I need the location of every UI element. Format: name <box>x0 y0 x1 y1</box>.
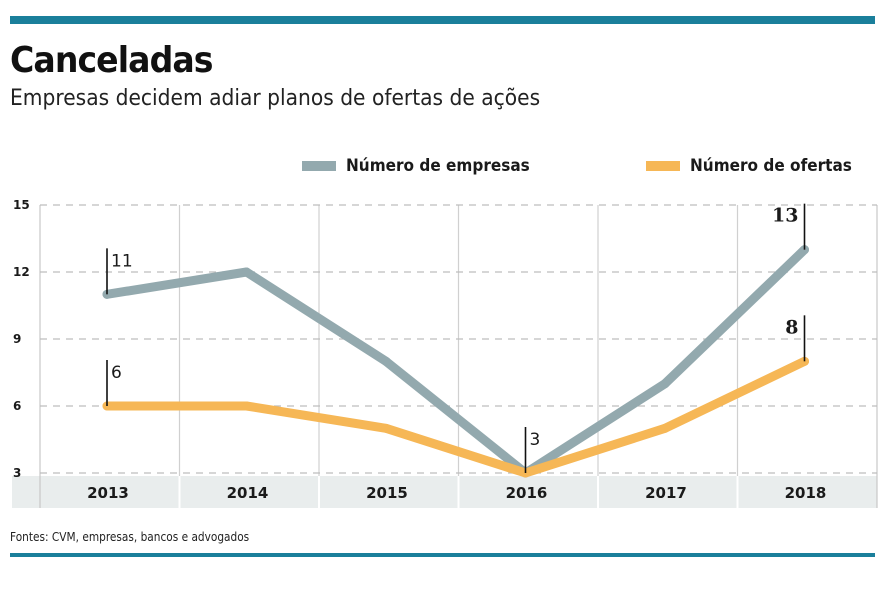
legend-label-empresas: Número de empresas <box>346 156 530 176</box>
data-point-ofertas <box>660 423 670 433</box>
bottom-accent-rule <box>10 553 875 557</box>
y-tick-label: 9 <box>13 332 21 346</box>
chart-title: Canceladas <box>10 40 214 81</box>
data-point-empresas <box>102 289 112 299</box>
x-tick-label: 2017 <box>645 484 687 502</box>
data-point-empresas <box>800 245 809 255</box>
source-note: Fontes: CVM, empresas, bancos e advogado… <box>10 530 250 544</box>
x-tick-label: 2018 <box>785 484 827 502</box>
series-line-empresas <box>102 245 809 478</box>
annotation-label: 3 <box>530 430 541 450</box>
top-accent-rule <box>10 16 875 24</box>
y-tick-label: 3 <box>13 466 21 480</box>
series-line-ofertas <box>102 356 809 478</box>
data-point-empresas <box>660 379 670 389</box>
y-tick-label: 15 <box>13 198 30 212</box>
legend-label-ofertas: Número de ofertas <box>690 156 852 176</box>
x-tick-label: 2013 <box>87 484 129 502</box>
chart-subtitle: Empresas decidem adiar planos de ofertas… <box>10 86 541 111</box>
y-tick-label: 12 <box>13 265 30 279</box>
legend-item-empresas: Número de empresas <box>302 156 550 176</box>
annotation-label: 6 <box>111 363 122 383</box>
data-point-ofertas <box>242 401 251 411</box>
x-tick-label: 2016 <box>506 484 548 502</box>
annotation-label: 13 <box>772 205 798 227</box>
x-axis-band <box>12 476 877 508</box>
legend-swatch-empresas <box>302 161 336 171</box>
x-tick-label: 2014 <box>227 484 269 502</box>
annotation-label: 8 <box>785 316 798 338</box>
x-tick-label: 2015 <box>366 484 408 502</box>
data-point-empresas <box>242 267 251 277</box>
data-point-ofertas <box>381 423 391 433</box>
line-chart: 3 6 9 12 15 2013 2014 2015 2016 2017 2018 11 6 3 13 8 <box>12 198 878 508</box>
legend-item-ofertas: Número de ofertas <box>646 156 870 176</box>
data-point-empresas <box>381 356 391 366</box>
legend-swatch-ofertas <box>646 161 680 171</box>
annotation-label: 11 <box>111 251 133 271</box>
y-tick-label: 6 <box>13 399 21 413</box>
